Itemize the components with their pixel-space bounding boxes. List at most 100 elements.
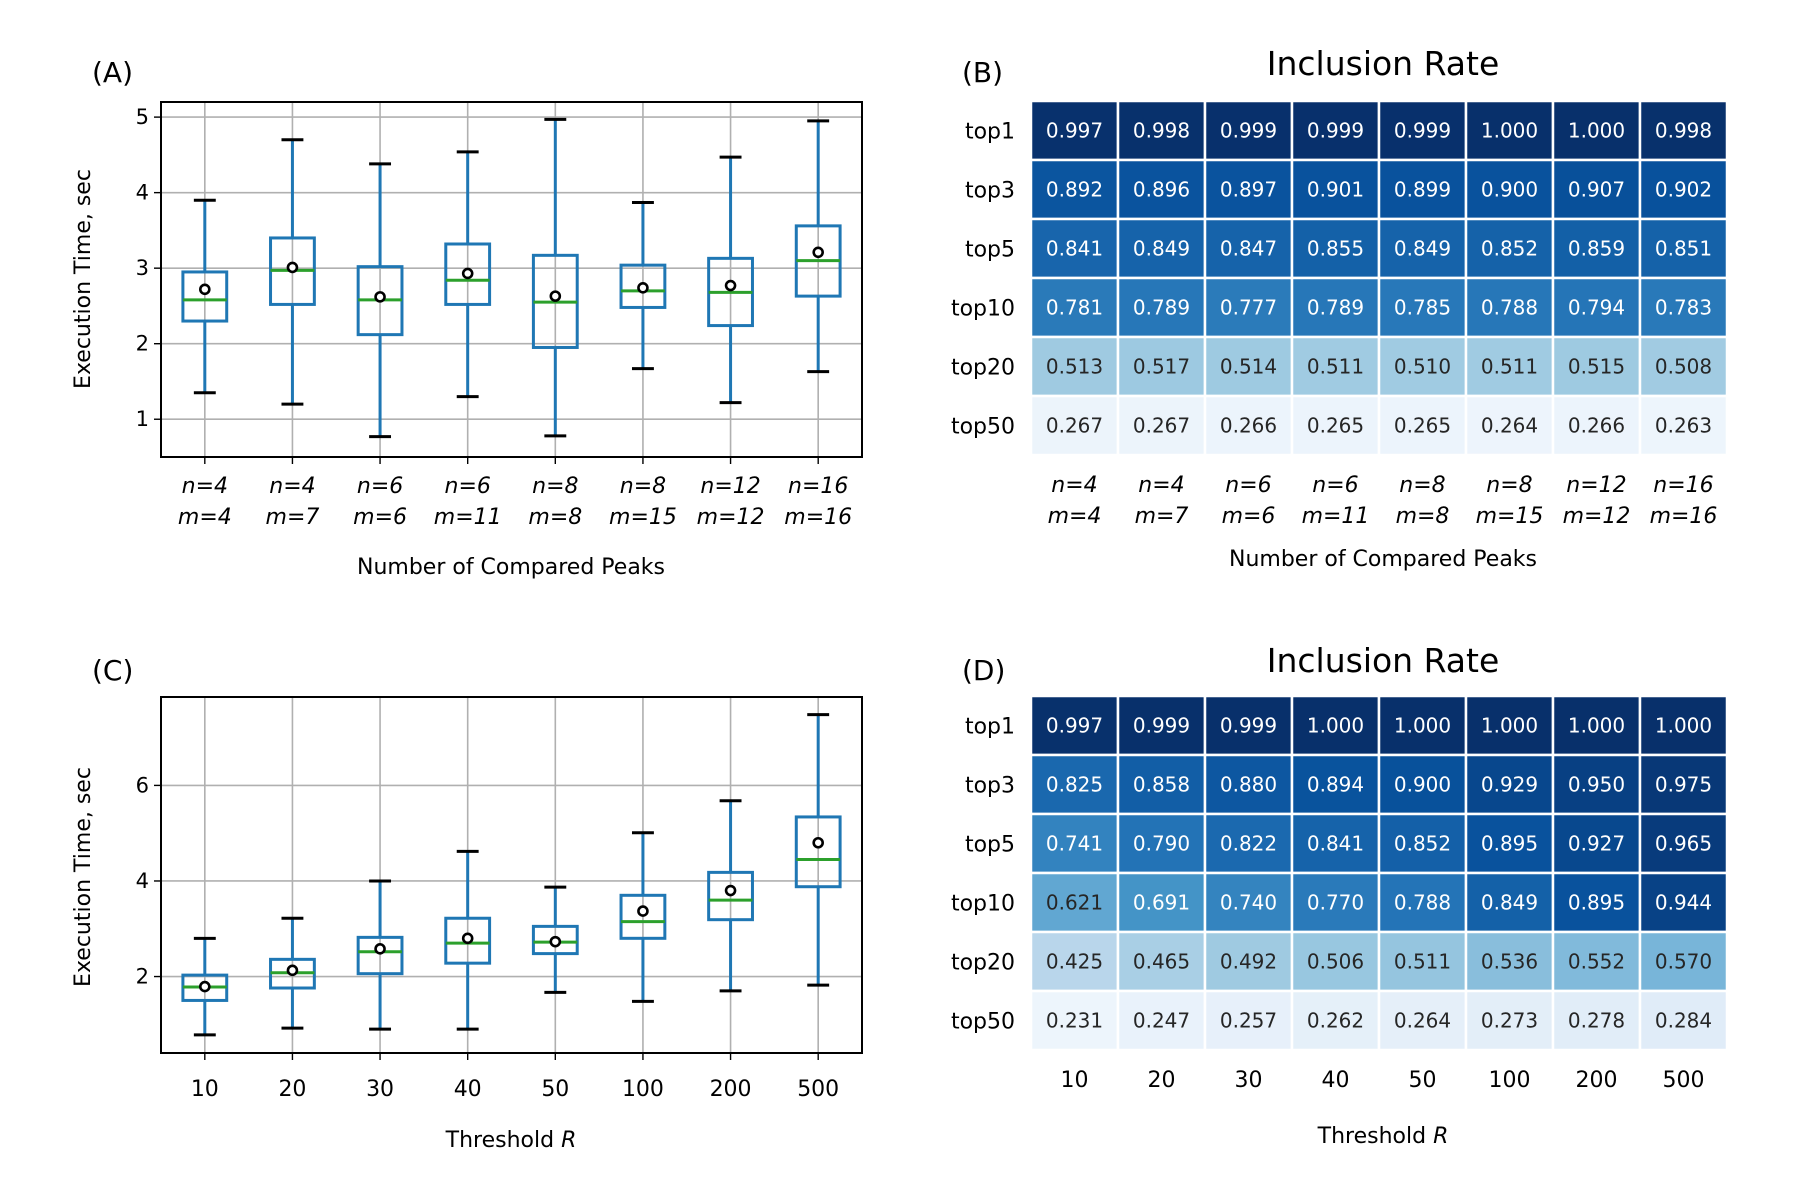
- panel-b-cell-value: 0.999: [1220, 119, 1277, 143]
- panel-b-tick-var: m: [1048, 504, 1069, 529]
- panel-b-cell-value: 0.514: [1220, 355, 1277, 379]
- panel-c-mean-marker: [199, 980, 211, 993]
- panel-a-tick-var: m: [697, 505, 718, 530]
- panel-a-tick-var: n: [182, 474, 196, 499]
- panel-d-tick-label: 500: [1663, 1068, 1705, 1093]
- panel-a-tick-var: n: [444, 474, 458, 499]
- panel-d-cell-value: 0.822: [1220, 832, 1277, 856]
- panel-d-cell: [1551, 812, 1642, 875]
- panel-b-tick-value: =12: [1584, 504, 1630, 529]
- panel-b-cell: [1116, 335, 1207, 398]
- panel-a-tick-value: =4: [199, 505, 231, 530]
- panel-c-mean-marker: [374, 943, 386, 955]
- panel-b-row-label: top1: [965, 120, 1015, 145]
- panel-b-tick-label: n=12: [1566, 473, 1626, 498]
- panel-c-ytick-label: 6: [136, 773, 149, 797]
- panel-b-cell-value: 0.789: [1133, 296, 1190, 320]
- panel-d-cell-value: 0.788: [1394, 891, 1451, 915]
- panel-b-cell: [1638, 394, 1729, 457]
- panel-a-mean-marker: [724, 279, 737, 292]
- panel-a-ytick-label: 4: [136, 181, 149, 205]
- panel-a-tick-label: m=6: [353, 505, 407, 530]
- panel-a-tick-label: m=12: [697, 505, 765, 530]
- panel-b-tick-var: n: [1312, 473, 1326, 498]
- panel-b-cell: [1029, 99, 1120, 162]
- panel-b-xlabel: Number of Compared Peaks: [1229, 547, 1537, 572]
- panel-a-tick-label: n=4: [182, 474, 228, 499]
- panel-b-cell: [1029, 394, 1120, 457]
- panel-c-tick-label: 100: [622, 1077, 664, 1102]
- panel-a-tick-value: =16: [806, 505, 852, 530]
- panel-a-tick-var: m: [609, 505, 630, 530]
- panel-b-tick-label: m=12: [1563, 504, 1631, 529]
- panel-b-cell-value: 0.998: [1133, 119, 1190, 143]
- panel-d-cell-value: 0.425: [1046, 950, 1103, 974]
- panel-b-cell-value: 0.794: [1568, 296, 1625, 320]
- panel-d-cell: [1638, 989, 1729, 1052]
- panel-a-tick-value: =15: [630, 505, 676, 530]
- panel-a-tick-var: n: [700, 474, 714, 499]
- panel-d-cell-value: 0.506: [1307, 950, 1364, 974]
- panel-b-tick-label: m=6: [1222, 504, 1276, 529]
- panel-a-xlabel: Number of Compared Peaks: [357, 555, 665, 580]
- panel-b-cell-value: 0.896: [1133, 178, 1190, 202]
- panel-a-tick-var: m: [178, 505, 199, 530]
- panel-b-tick-value: =4: [1069, 504, 1101, 529]
- panel-d-cell-value: 0.895: [1481, 832, 1538, 856]
- panel-b-tick-value: =11: [1323, 504, 1369, 529]
- panel-b-tick-label: n=6: [1225, 473, 1271, 498]
- panel-b-row-label: top3: [965, 179, 1015, 204]
- panel-b-tick-value: =8: [1413, 473, 1445, 498]
- panel-b-cell-value: 0.841: [1046, 237, 1103, 261]
- panel-b-tick-value: =12: [1580, 473, 1626, 498]
- panel-b-cell-value: 0.907: [1568, 178, 1625, 202]
- panel-a-tick-value: =8: [550, 505, 582, 530]
- panel-a-tick-label: n=8: [532, 474, 578, 499]
- panel-a-tick-value: =8: [634, 474, 666, 499]
- panel-d-xlabel: Threshold R: [1317, 1124, 1449, 1149]
- panel-a-ytick-label: 3: [136, 256, 149, 280]
- panel-c-boxplot: (C) Execution Time, sec Threshold R 2 4 6 1…: [71, 654, 863, 1153]
- panel-b-tick-var: n: [1138, 473, 1152, 498]
- panel-c-box: [356, 935, 404, 976]
- panel-a-tick-label: n=6: [444, 474, 490, 499]
- panel-d-xlabel-text: Threshold: [1317, 1124, 1433, 1149]
- panel-a-mean-marker: [461, 267, 474, 280]
- panel-a-tick-label: m=15: [609, 505, 677, 530]
- panel-c-mean-marker: [286, 964, 299, 977]
- panel-a-tick-var: m: [353, 505, 374, 530]
- panel-a-tick-var: n: [788, 474, 802, 499]
- panel-b-cell-value: 0.511: [1481, 355, 1538, 379]
- panel-d-cell-value: 0.858: [1133, 773, 1190, 797]
- panel-b-cell: [1029, 335, 1120, 398]
- panel-d-cell: [1290, 694, 1381, 757]
- panel-a-tick-value: =12: [714, 474, 760, 499]
- panel-d-cell: [1116, 989, 1207, 1052]
- panel-d-cell-value: 0.741: [1046, 832, 1103, 856]
- panel-a-tick-var: n: [532, 474, 546, 499]
- panel-d-cell-value: 0.262: [1307, 1009, 1364, 1033]
- panel-b-cell: [1464, 394, 1555, 457]
- panel-d-title: Inclusion Rate: [1267, 641, 1500, 680]
- panel-b-cell: [1029, 158, 1120, 221]
- panel-b-cell-value: 0.264: [1481, 414, 1538, 438]
- panel-b-cell-value: 0.999: [1307, 119, 1364, 143]
- panel-b-tick-value: =15: [1497, 504, 1543, 529]
- panel-b-cell: [1290, 99, 1381, 162]
- panel-d-row-label: top20: [951, 951, 1015, 976]
- panel-d-cell: [1551, 989, 1642, 1052]
- panel-b-tick-var: m: [1476, 504, 1497, 529]
- panel-d-cell-value: 1.000: [1481, 714, 1538, 738]
- panel-b-cell: [1638, 217, 1729, 280]
- panel-b-cell-value: 1.000: [1481, 119, 1538, 143]
- panel-b-tick-var: n: [1225, 473, 1239, 498]
- panel-a-tick-value: =4: [283, 474, 315, 499]
- panel-b-tick-value: =6: [1243, 504, 1275, 529]
- panel-b-tick-label: m=11: [1302, 504, 1370, 529]
- panel-d-cell-value: 0.841: [1307, 832, 1364, 856]
- panel-b-cell-value: 0.897: [1220, 178, 1277, 202]
- panel-b-cell-value: 0.267: [1133, 414, 1190, 438]
- panel-c-box: [444, 916, 492, 965]
- panel-d-tick-label: 10: [1061, 1068, 1089, 1093]
- panel-b-title: Inclusion Rate: [1267, 44, 1500, 83]
